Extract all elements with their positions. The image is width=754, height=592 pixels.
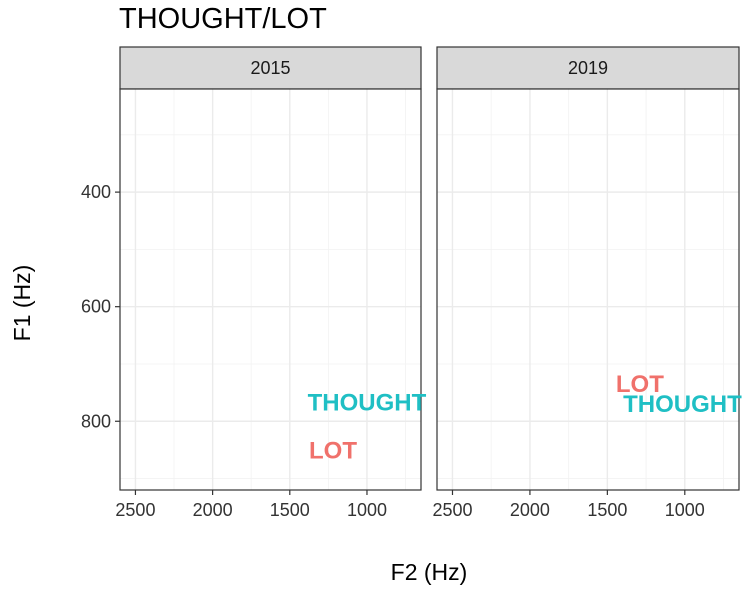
x-tick-label: 2000 [193, 500, 233, 520]
x-tick-label: 2500 [432, 500, 472, 520]
vowel-label-thought: THOUGHT [623, 391, 742, 418]
panel-border [436, 88, 740, 491]
x-tick-label: 1500 [587, 500, 627, 520]
strip-label: 2019 [568, 58, 608, 78]
y-axis-title: F1 (Hz) [9, 265, 35, 342]
panel-border [119, 88, 422, 491]
chart-title: THOUGHT/LOT [119, 3, 327, 35]
x-tick-label: 1000 [665, 500, 705, 520]
strip-label: 2015 [250, 58, 290, 78]
panel-2015: 2015 2500 2000 1500 1000 THOUGHT LOT [115, 46, 427, 520]
x-tick-label: 1500 [270, 500, 310, 520]
strip-background [119, 46, 422, 90]
plot-background [120, 89, 421, 490]
vowel-label-thought: THOUGHT [308, 389, 427, 416]
plot-background [437, 89, 739, 490]
x-tick-label: 2500 [115, 500, 155, 520]
y-tick-label: 400 [81, 182, 111, 202]
vowel-label-lot: LOT [309, 438, 357, 465]
x-tick-label: 1000 [347, 500, 387, 520]
vowel-label-lot: LOT [616, 371, 664, 398]
y-tick-label: 800 [81, 411, 111, 431]
y-axis: 400 600 800 [81, 182, 120, 431]
x-axis-title: F2 (Hz) [391, 559, 468, 585]
x-tick-label: 2000 [510, 500, 550, 520]
y-tick-label: 600 [81, 297, 111, 317]
